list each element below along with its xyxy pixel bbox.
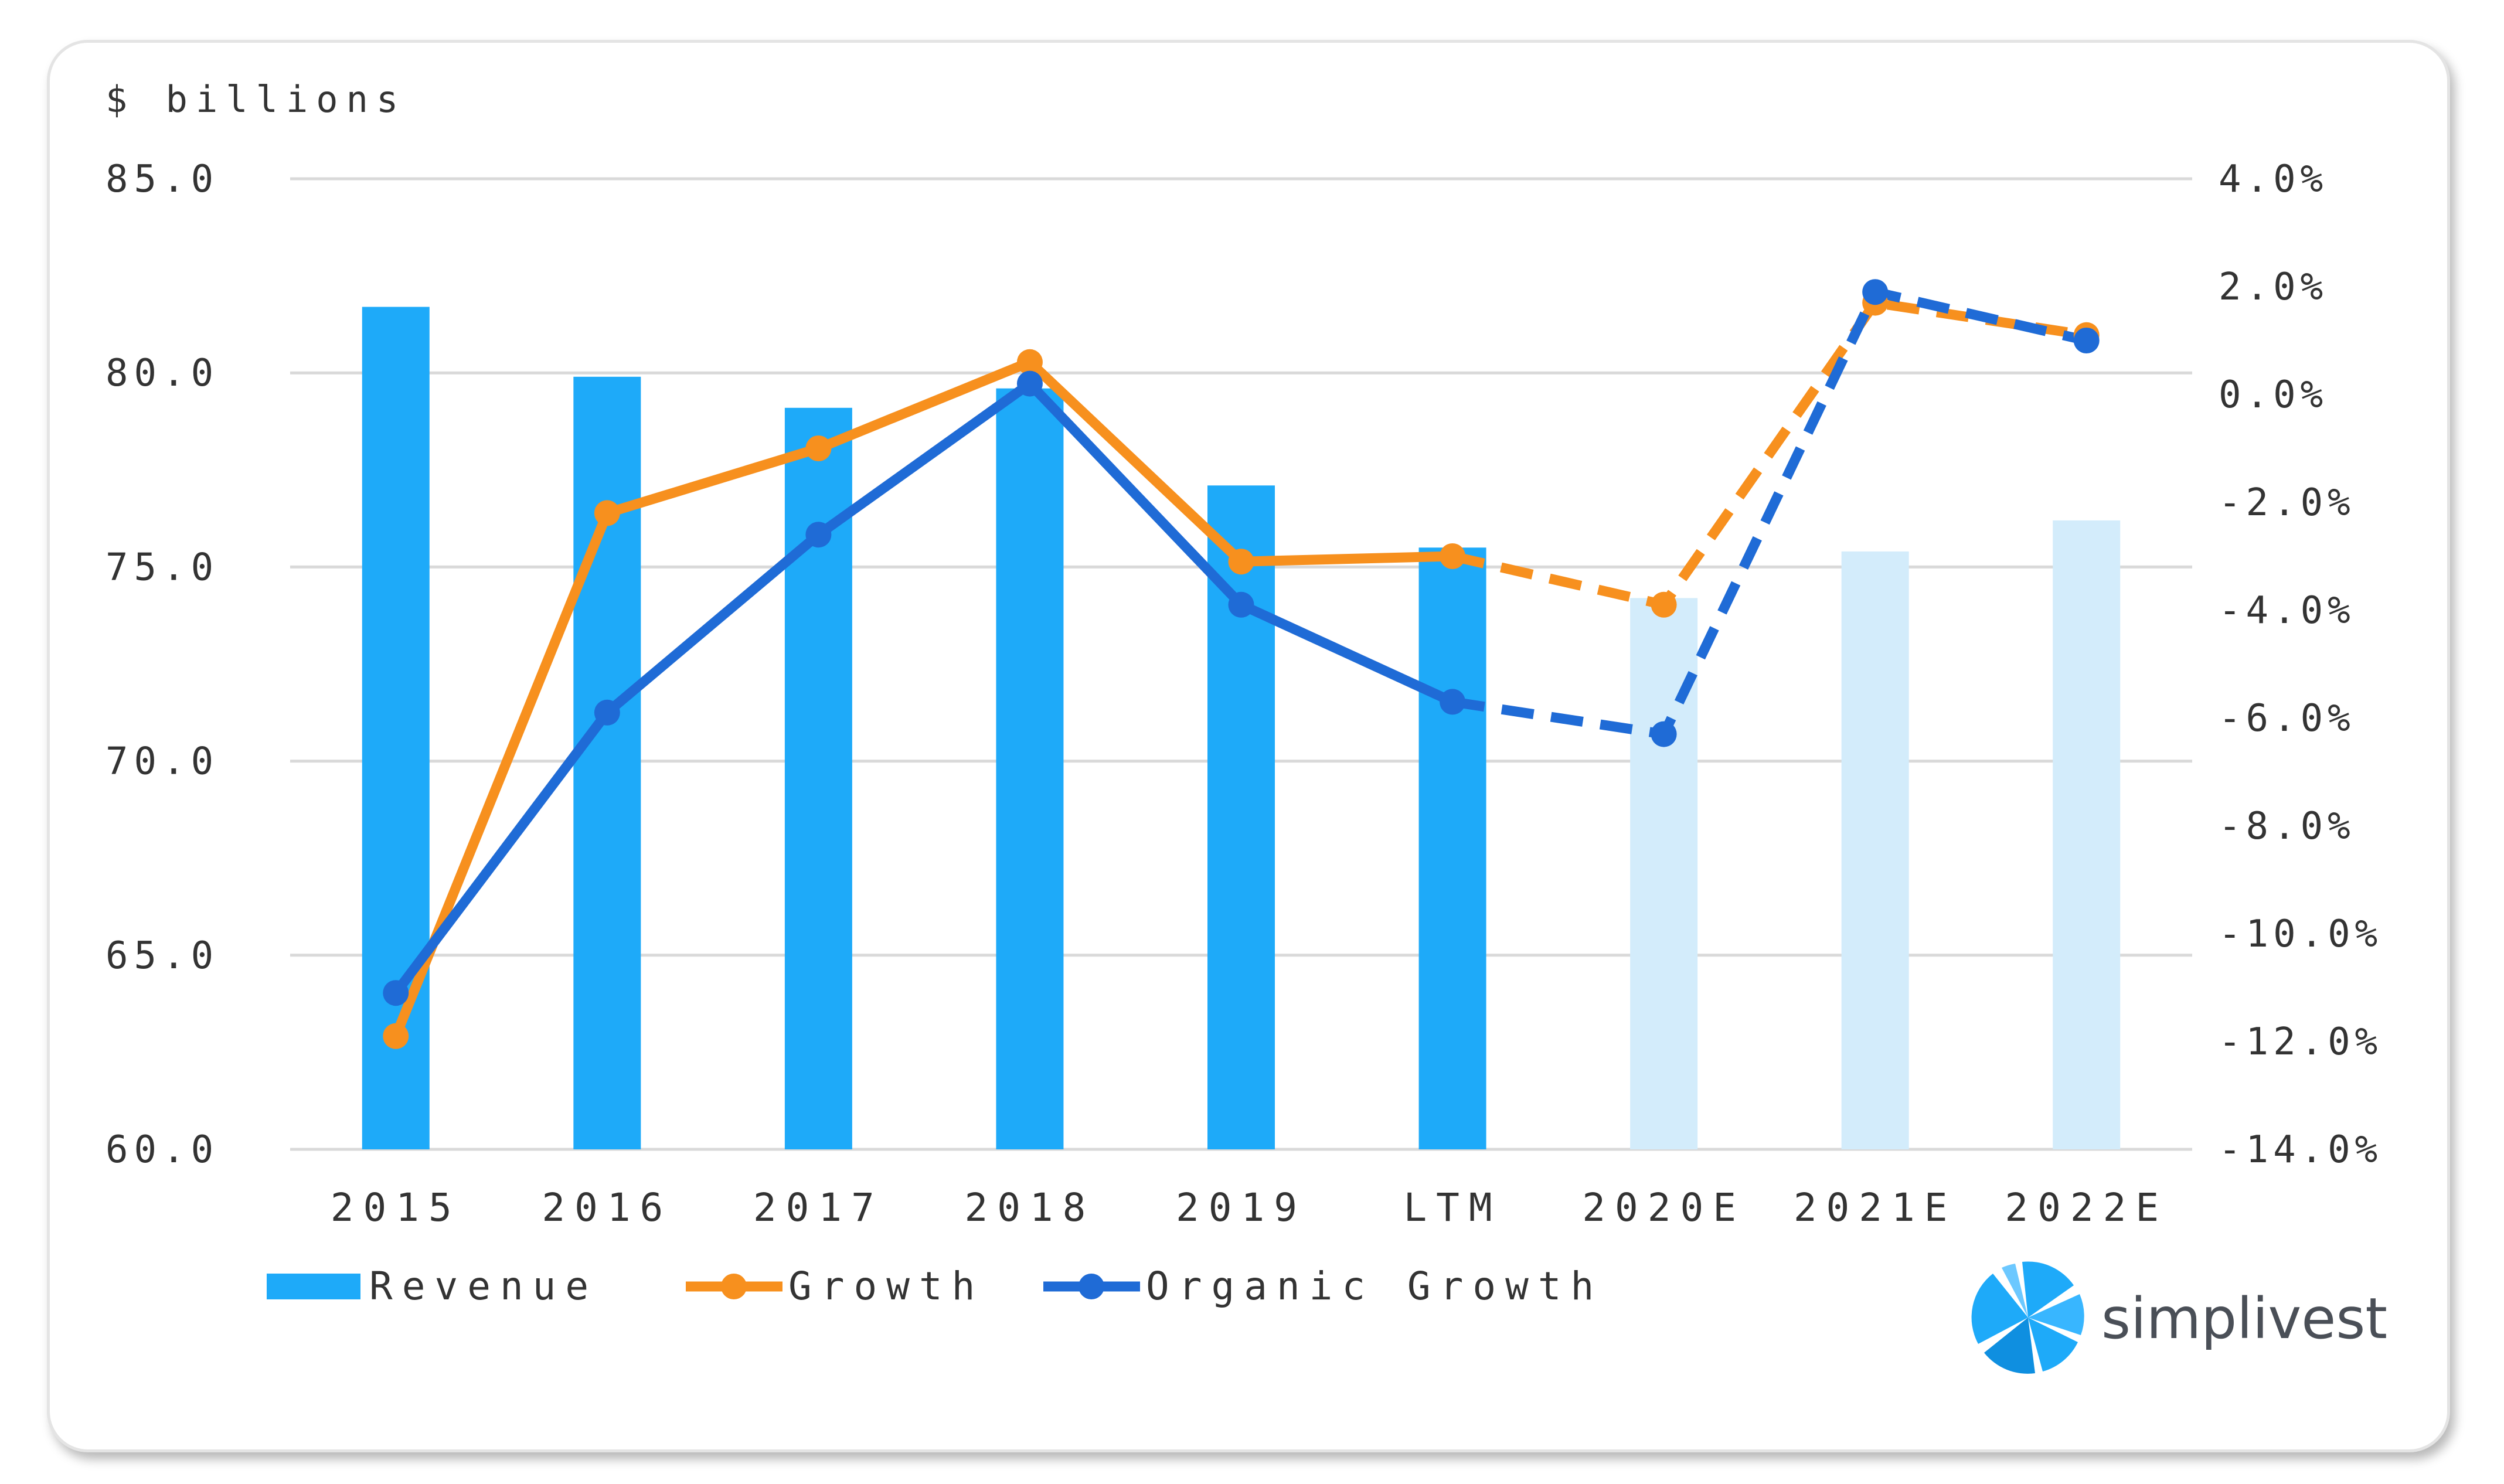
legend-label-organic-growth: Organic Growth — [1146, 1264, 1603, 1309]
point-organic-growth-2018 — [1016, 370, 1043, 397]
series-line-organic-growth — [392, 379, 1455, 996]
revenue-bar-2016 — [573, 376, 641, 1149]
unit-label: $ billions — [106, 78, 406, 121]
left-tick-label: 70.0 — [106, 740, 219, 784]
point-organic-growth-2020E — [1651, 721, 1677, 747]
point-organic-growth-2019 — [1228, 591, 1254, 618]
point-organic-growth-2015 — [383, 980, 409, 1006]
x-tick-label: 2022E — [2005, 1185, 2168, 1230]
revenue-bars — [362, 307, 2121, 1150]
point-organic-growth-2016 — [594, 699, 620, 726]
right-tick-label: -2.0% — [2219, 481, 2355, 525]
revenue-bar-LTM — [1418, 547, 1486, 1149]
right-tick-label: -10.0% — [2219, 913, 2382, 956]
left-tick-label: 75.0 — [106, 546, 219, 589]
right-tick-label: -6.0% — [2219, 697, 2355, 740]
x-tick-label: 2015 — [331, 1185, 461, 1230]
series-line-estimate-growth — [1451, 297, 2088, 611]
point-organic-growth-LTM — [1440, 689, 1466, 715]
right-axis: -14.0% -12.0% -10.0% -8.0% -6.0% -4.0% -2.0% 0.… — [2219, 158, 2382, 1172]
revenue-bar-2015 — [362, 307, 430, 1149]
x-tick-label: 2016 — [542, 1185, 672, 1230]
chart-card: $ billions 60.0 65.0 70.0 75.0 80.0 85.0 -14.… — [47, 40, 2450, 1452]
right-tick-label: -4.0% — [2219, 589, 2355, 632]
logo-text: simplivest — [2101, 1286, 2387, 1352]
left-tick-label: 85.0 — [106, 158, 219, 201]
right-tick-label: 0.0% — [2219, 373, 2328, 417]
point-growth-2017 — [805, 435, 832, 461]
growth-lines — [383, 279, 2100, 1049]
chart: $ billions 60.0 65.0 70.0 75.0 80.0 85.0 -14.… — [106, 78, 2387, 1374]
series-line-estimate-organic-growth — [1451, 286, 2088, 740]
revenue-bar-2022E — [2053, 520, 2121, 1149]
x-tick-label: LTM — [1403, 1185, 1501, 1230]
point-growth-2019 — [1228, 549, 1254, 575]
point-growth-2016 — [594, 500, 620, 526]
x-tick-label: 2018 — [964, 1185, 1095, 1230]
point-growth-LTM — [1440, 543, 1466, 569]
series-line-growth — [391, 357, 1453, 1038]
right-tick-label: -8.0% — [2219, 805, 2355, 848]
right-tick-label: 2.0% — [2219, 266, 2328, 309]
legend-marker-growth — [721, 1274, 747, 1299]
right-tick-label: -12.0% — [2219, 1020, 2382, 1064]
right-tick-label: -14.0% — [2219, 1128, 2382, 1172]
point-growth-2018 — [1016, 349, 1043, 375]
revenue-bar-2021E — [1841, 551, 1909, 1149]
x-tick-label: 2017 — [753, 1185, 884, 1230]
legend-swatch-revenue — [267, 1274, 360, 1299]
point-growth-2015 — [383, 1023, 409, 1049]
left-tick-label: 80.0 — [106, 352, 219, 395]
right-tick-label: 4.0% — [2219, 158, 2328, 201]
legend: Revenue Growth Organic Growth — [267, 1264, 1603, 1309]
x-tick-label: 2021E — [1794, 1185, 1957, 1230]
point-organic-growth-2021E — [1862, 279, 1889, 305]
legend-marker-organic-growth — [1079, 1274, 1104, 1299]
simplivest-logo-icon — [1971, 1261, 2084, 1374]
revenue-bar-2018 — [996, 388, 1064, 1149]
legend-label-revenue: Revenue — [369, 1264, 598, 1309]
point-organic-growth-2022E — [2073, 328, 2100, 353]
left-tick-label: 60.0 — [106, 1128, 219, 1172]
x-tick-label: 2020E — [1582, 1185, 1746, 1230]
point-growth-2020E — [1651, 591, 1677, 618]
point-organic-growth-2017 — [805, 522, 832, 548]
x-tick-label: 2019 — [1176, 1185, 1307, 1230]
legend-label-growth: Growth — [788, 1264, 984, 1309]
left-axis: 60.0 65.0 70.0 75.0 80.0 85.0 — [106, 158, 219, 1172]
x-axis: 2015 2016 2017 2018 2019 LTM 2020E 2021E 2022E — [331, 1185, 2168, 1230]
logo: simplivest — [1971, 1261, 2387, 1374]
left-tick-label: 65.0 — [106, 934, 219, 978]
